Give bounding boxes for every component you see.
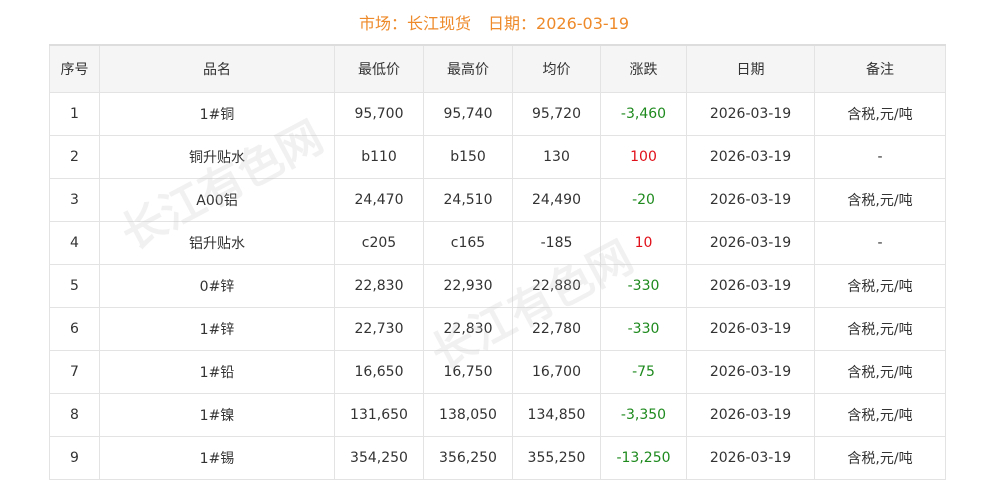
cell-low: 95,700	[334, 92, 424, 136]
cell-name: 1#铅	[99, 350, 335, 394]
cell-date: 2026-03-19	[686, 436, 815, 480]
cell-note: -	[814, 221, 946, 265]
cell-high: 356,250	[423, 436, 513, 480]
cell-high: 16,750	[423, 350, 513, 394]
col-no: 序号	[49, 44, 100, 93]
cell-change: 10	[600, 221, 687, 265]
market-label: 市场：长江现货	[358, 14, 471, 33]
cell-name: 1#锌	[99, 307, 335, 351]
cell-date: 2026-03-19	[686, 393, 815, 437]
cell-change: 100	[600, 135, 687, 179]
cell-high: 95,740	[423, 92, 513, 136]
cell-no: 8	[49, 393, 100, 437]
cell-avg: 16,700	[512, 350, 601, 394]
table-row: 5 0#锌 22,830 22,930 22,880 -330 2026-03-19 含税,元…	[49, 264, 946, 308]
cell-avg: 24,490	[512, 178, 601, 222]
cell-no: 2	[49, 135, 100, 179]
cell-date: 2026-03-19	[686, 350, 815, 394]
col-name: 品名	[99, 44, 335, 93]
cell-date: 2026-03-19	[686, 135, 815, 179]
cell-high: b150	[423, 135, 513, 179]
cell-low: 131,650	[334, 393, 424, 437]
cell-change: -20	[600, 178, 687, 222]
cell-name: 1#铜	[99, 92, 335, 136]
cell-low: 22,830	[334, 264, 424, 308]
cell-note: 含税,元/吨	[814, 436, 946, 480]
cell-no: 6	[49, 307, 100, 351]
cell-low: 24,470	[334, 178, 424, 222]
cell-date: 2026-03-19	[686, 264, 815, 308]
table-row: 3 A00铝 24,470 24,510 24,490 -20 2026-03-19 含税,元…	[49, 178, 946, 222]
cell-no: 1	[49, 92, 100, 136]
col-change: 涨跌	[600, 44, 687, 93]
cell-change: -13,250	[600, 436, 687, 480]
cell-note: 含税,元/吨	[814, 264, 946, 308]
cell-high: 22,830	[423, 307, 513, 351]
cell-date: 2026-03-19	[686, 92, 815, 136]
cell-high: 22,930	[423, 264, 513, 308]
cell-high: 24,510	[423, 178, 513, 222]
table-row: 8 1#镍 131,650 138,050 134,850 -3,350 2026-03-1…	[49, 393, 946, 437]
cell-low: 354,250	[334, 436, 424, 480]
col-note: 备注	[814, 44, 946, 93]
table-row: 4 铝升贴水 c205 c165 -185 10 2026-03-19-	[49, 221, 946, 265]
col-high: 最高价	[423, 44, 513, 93]
cell-no: 7	[49, 350, 100, 394]
cell-note: 含税,元/吨	[814, 92, 946, 136]
col-avg: 均价	[512, 44, 601, 93]
table-row: 9 1#锡 354,250 356,250 355,250 -13,250 2026-03-…	[49, 436, 946, 480]
cell-name: 0#锌	[99, 264, 335, 308]
cell-name: 1#镍	[99, 393, 335, 437]
cell-name: 1#锡	[99, 436, 335, 480]
cell-change: -3,350	[600, 393, 687, 437]
table-row: 1 1#铜 95,700 95,740 95,720 -3,460 2026-03-19 含税…	[49, 92, 946, 136]
cell-note: 含税,元/吨	[814, 178, 946, 222]
cell-note: 含税,元/吨	[814, 350, 946, 394]
cell-note: 含税,元/吨	[814, 393, 946, 437]
cell-avg: -185	[512, 221, 601, 265]
cell-avg: 95,720	[512, 92, 601, 136]
cell-change: -75	[600, 350, 687, 394]
table-row: 7 1#铅 16,650 16,750 16,700 -75 2026-03-19 含税,元/…	[49, 350, 946, 394]
cell-low: c205	[334, 221, 424, 265]
cell-change: -3,460	[600, 92, 687, 136]
cell-avg: 130	[512, 135, 601, 179]
cell-date: 2026-03-19	[686, 221, 815, 265]
table-row: 2 铜升贴水 b110 b150 130 100 2026-03-19-	[49, 135, 946, 179]
cell-name: A00铝	[99, 178, 335, 222]
cell-change: -330	[600, 307, 687, 351]
market-date-title: 市场：长江现货 日期：2026-03-19	[0, 10, 988, 34]
cell-no: 5	[49, 264, 100, 308]
cell-no: 4	[49, 221, 100, 265]
cell-note: 含税,元/吨	[814, 307, 946, 351]
cell-avg: 22,780	[512, 307, 601, 351]
cell-name: 铝升贴水	[99, 221, 335, 265]
cell-name: 铜升贴水	[99, 135, 335, 179]
cell-date: 2026-03-19	[686, 307, 815, 351]
table-row: 6 1#锌 22,730 22,830 22,780 -330 2026-03-19 含税,元…	[49, 307, 946, 351]
date-label: 日期：2026-03-19	[488, 14, 630, 33]
col-date: 日期	[686, 44, 815, 93]
price-table: 序号 品名 最低价 最高价 均价 涨跌 日期 备注 1 1#铜 95,700 95,7…	[49, 44, 946, 480]
cell-low: 22,730	[334, 307, 424, 351]
col-low: 最低价	[334, 44, 424, 93]
cell-change: -330	[600, 264, 687, 308]
table-header-row: 序号 品名 最低价 最高价 均价 涨跌 日期 备注	[49, 44, 946, 93]
cell-date: 2026-03-19	[686, 178, 815, 222]
cell-avg: 355,250	[512, 436, 601, 480]
cell-no: 9	[49, 436, 100, 480]
cell-high: c165	[423, 221, 513, 265]
cell-avg: 134,850	[512, 393, 601, 437]
cell-avg: 22,880	[512, 264, 601, 308]
cell-low: 16,650	[334, 350, 424, 394]
cell-low: b110	[334, 135, 424, 179]
cell-note: -	[814, 135, 946, 179]
cell-no: 3	[49, 178, 100, 222]
cell-high: 138,050	[423, 393, 513, 437]
